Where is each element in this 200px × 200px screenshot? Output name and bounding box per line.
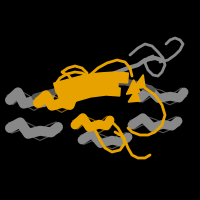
Polygon shape [128, 90, 140, 102]
Polygon shape [54, 72, 128, 93]
Polygon shape [126, 80, 140, 94]
Polygon shape [56, 80, 118, 99]
Polygon shape [133, 75, 145, 89]
Polygon shape [61, 87, 120, 106]
